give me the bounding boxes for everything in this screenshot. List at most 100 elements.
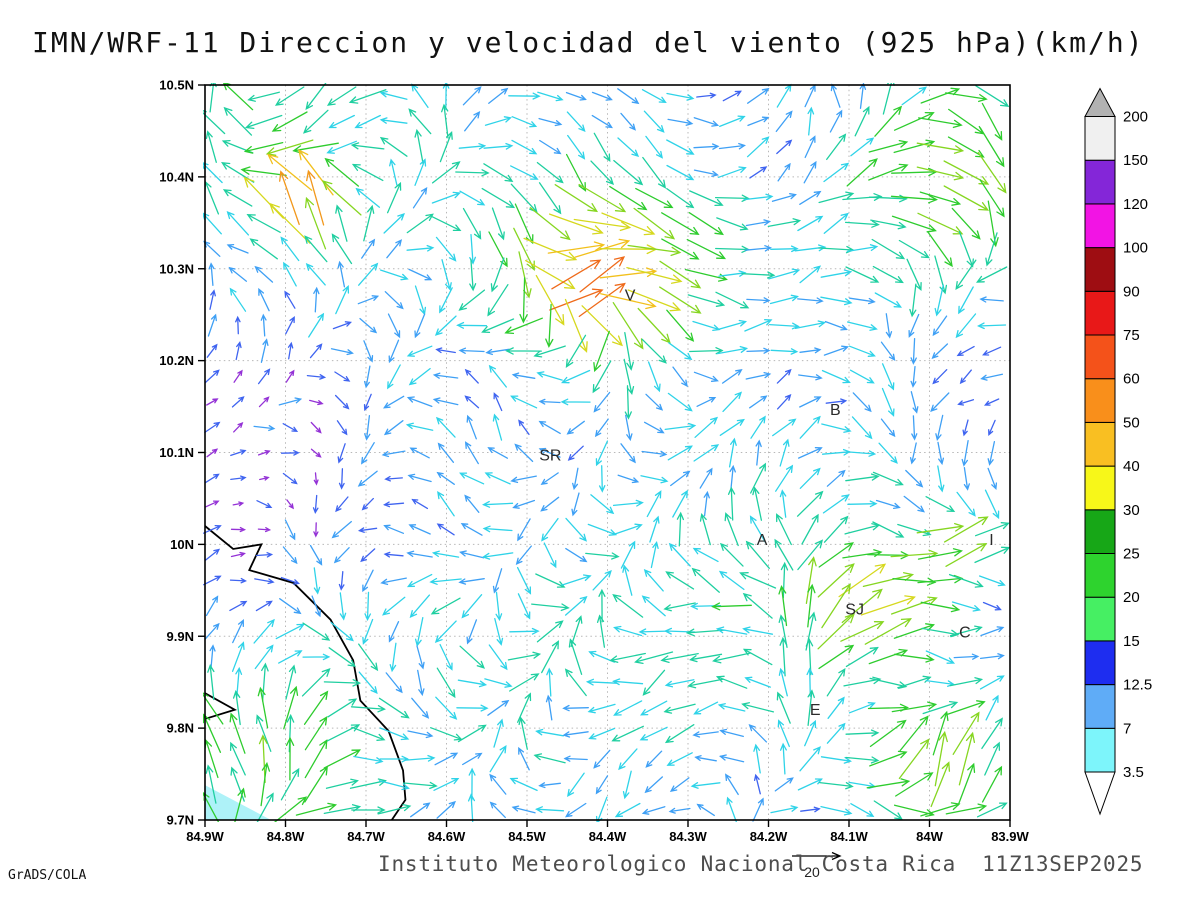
wind-arrow [804,719,817,747]
wind-arrow [488,231,508,268]
wind-arrow [381,450,406,458]
x-axis-tick-label: 84.8W [267,829,305,844]
wind-arrow [547,241,606,254]
wind-arrow [540,472,559,485]
wind-arrow [898,738,930,780]
wind-arrow [572,467,579,491]
wind-arrow [805,637,814,676]
wind-arrow [383,524,405,534]
wind-arrow [627,244,682,257]
wind-arrow [259,475,270,481]
wind-arrow [282,472,298,485]
wind-arrow [335,285,350,315]
wind-arrow [920,87,961,104]
wind-arrow [407,730,434,739]
wind-arrow [379,727,410,741]
wind-arrow [488,364,507,388]
wind-arrow [323,749,362,769]
y-axis-tick-label: 10.5N [159,78,194,93]
wind-arrow [949,677,984,687]
wind-arrow [806,667,814,697]
wind-arrow [725,773,739,796]
y-axis-tick-label: 10.4N [159,169,194,184]
wind-arrow [240,166,287,177]
wind-arrow [666,752,693,766]
wind-arrow [278,650,303,664]
colorbar-level-label: 40 [1123,458,1140,475]
wind-arrow [361,497,374,511]
wind-arrow [462,752,483,766]
wind-arrow [459,190,486,206]
wind-arrow [744,676,771,688]
wind-arrow [893,111,935,131]
colorbar-over-arrow [1084,87,1116,117]
wind-arrow [362,618,374,645]
wind-arrow [490,257,505,293]
wind-arrow [663,703,696,714]
colorbar-segment [1084,421,1116,467]
wind-arrow [565,547,588,563]
wind-arrow [882,83,895,115]
wind-arrow [226,243,249,254]
wind-arrow [279,598,302,615]
wind-arrow [535,274,565,326]
colorbar-level-label: 200 [1123,109,1148,126]
wind-arrow [823,345,850,356]
wind-arrow [693,444,720,462]
wind-arrow [481,552,514,560]
wind-arrow [554,184,599,213]
wind-arrow [641,595,666,617]
wind-arrow [389,158,398,186]
wind-arrow [571,492,580,517]
wind-arrow [309,544,323,566]
wind-arrow [431,215,462,232]
wind-arrow [509,777,538,792]
wind-arrow [979,653,1005,660]
wind-arrow [416,645,425,670]
wind-arrow [594,418,609,438]
wind-arrow [464,441,479,465]
wind-arrow [379,90,408,100]
wind-arrow [588,727,616,740]
wind-arrow [722,90,742,102]
wind-arrow [564,668,587,697]
wind-arrow [691,567,720,593]
wind-arrow [561,574,592,586]
wind-arrow [587,703,616,714]
wind-arrow [824,320,848,331]
wind-arrow [205,500,220,508]
wind-arrow [509,673,540,692]
wind-arrow [590,494,615,515]
wind-arrow [487,447,509,459]
wind-arrow [379,755,410,763]
wind-arrow [535,806,565,813]
wind-arrow [408,524,431,535]
wind-arrow [209,644,216,669]
wind-arrow [254,644,274,670]
wind-arrow [612,593,644,618]
wind-arrow [435,416,456,438]
wind-arrow [247,91,280,102]
colorbar-level-label: 150 [1123,152,1148,169]
wind-arrow [918,117,963,129]
wind-arrow [978,575,1006,587]
wind-arrow [716,345,749,355]
wind-arrow [414,616,424,647]
wind-arrow [435,236,457,262]
wind-arrow [749,166,768,179]
wind-arrow [611,725,644,742]
wind-arrow [302,622,331,641]
wind-arrow [719,418,745,436]
wind-arrow [979,179,1005,218]
wind-arrow [267,153,313,191]
wind-arrow [304,196,327,250]
wind-arrow [937,465,945,493]
wind-arrow [495,591,503,622]
wind-arrow [386,239,403,259]
station-label: B [830,402,841,419]
chart-title: IMN/WRF-11 Direccion y velocidad del vie… [32,26,1145,59]
wind-arrow [243,141,284,154]
wind-arrow [309,399,324,406]
wind-arrow [716,217,749,231]
wind-arrow [510,183,538,213]
